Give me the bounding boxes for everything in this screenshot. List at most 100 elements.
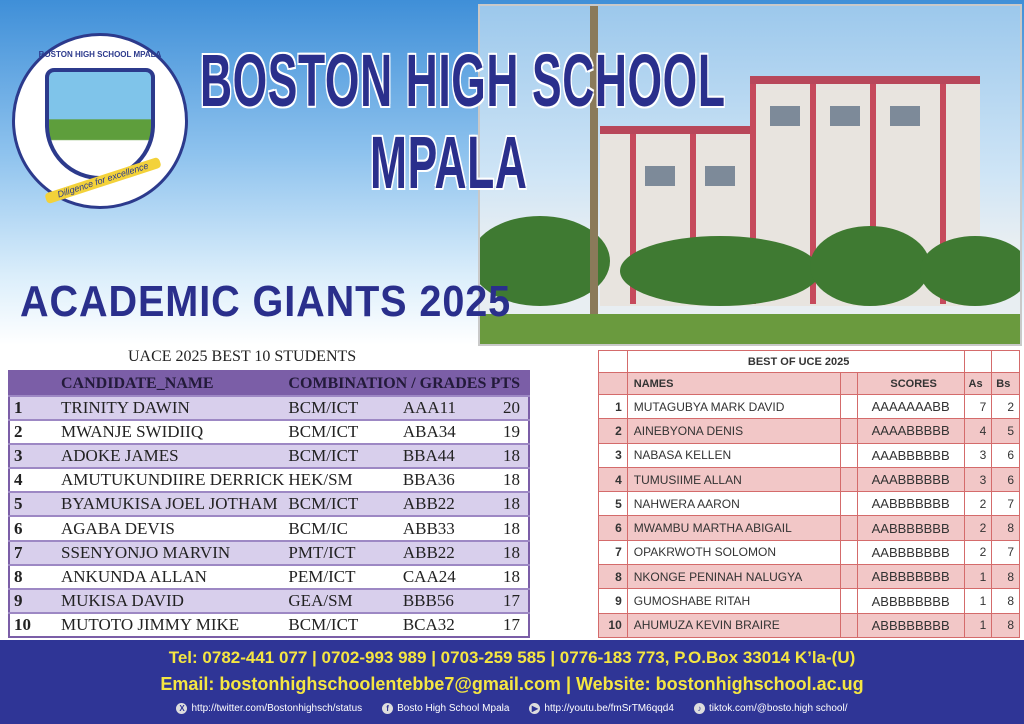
rank-cell: 1 bbox=[598, 393, 628, 420]
name-cell: MUTAGUBYA MARK DAVID bbox=[626, 393, 842, 420]
grades-cell: BBA44 bbox=[402, 443, 490, 469]
uce-results-table: BEST OF UCE 2025 NAMES SCORES As Bs 1 MUT… bbox=[598, 350, 1020, 638]
pts-cell: 19 bbox=[489, 419, 529, 445]
as-count-cell: 1 bbox=[963, 588, 993, 614]
combination-cell: HEK/SM bbox=[288, 467, 403, 493]
grades-cell: ABB22 bbox=[402, 491, 490, 517]
name-cell: AHUMUZA KEVIN BRAIRE bbox=[626, 612, 842, 638]
blank-cell bbox=[991, 350, 1020, 373]
pts-cell: 18 bbox=[489, 563, 529, 589]
youtube-icon: ▶ bbox=[529, 703, 541, 714]
contact-footer: Tel: 0782-441 077 | 0702-993 989 | 0703-… bbox=[0, 640, 1024, 724]
scores-cell: AAAAAAABB bbox=[856, 393, 965, 420]
grades-cell: ABB22 bbox=[402, 539, 490, 565]
rank-cell: 6 bbox=[9, 515, 61, 541]
bs-count-cell: 8 bbox=[991, 515, 1020, 541]
scores-cell: AAAABBBBB bbox=[856, 418, 965, 444]
as-count-cell: 1 bbox=[963, 612, 993, 638]
social-link[interactable]: ▶ http://youtu.be/fmSrTM6qqd4 bbox=[529, 702, 674, 716]
pts-cell: 18 bbox=[489, 443, 529, 469]
logo-text: BOSTON HIGH SCHOOL MPALA bbox=[38, 50, 162, 59]
table-row: 7 OPAKRWOTH SOLOMON AABBBBBBB 2 7 bbox=[598, 539, 1020, 566]
rank-cell: 6 bbox=[598, 515, 628, 541]
grades-cell: ABA34 bbox=[402, 419, 490, 445]
blank-cell bbox=[840, 418, 858, 444]
bs-count-cell: 8 bbox=[991, 588, 1020, 614]
name-cell: NKONGE PENINAH NALUGYA bbox=[626, 564, 842, 590]
bs-count-cell: 2 bbox=[991, 393, 1020, 420]
blank-cell bbox=[840, 612, 858, 638]
table-row: 1 TRINITY DAWIN BCM/ICT AAA11 20 bbox=[9, 394, 529, 421]
table-row: 4 AMUTUKUNDIIRE DERRICK HEK/SM BBA36 18 bbox=[9, 467, 529, 493]
combination-cell: BCM/ICT bbox=[288, 443, 403, 469]
pts-cell: 18 bbox=[489, 467, 529, 493]
table-row: 8 NKONGE PENINAH NALUGYA ABBBBBBBB 1 8 bbox=[598, 564, 1020, 590]
rank-cell: 2 bbox=[598, 418, 628, 444]
facebook-icon: f bbox=[382, 703, 394, 714]
rank-cell: 10 bbox=[9, 611, 61, 637]
table-row: 10 AHUMUZA KEVIN BRAIRE ABBBBBBBB 1 8 bbox=[598, 612, 1020, 638]
blank-cell bbox=[598, 350, 628, 373]
social-link[interactable]: f Bosto High School Mpala bbox=[382, 702, 509, 716]
table-row: 9 MUKISA DAVID GEA/SM BBB56 17 bbox=[9, 587, 529, 613]
grades-cell: BBA36 bbox=[402, 467, 490, 493]
blank-cell bbox=[840, 393, 858, 420]
scores-cell: AAABBBBBB bbox=[856, 466, 965, 493]
name-cell: AGABA DEVIS bbox=[61, 515, 289, 541]
tiktok-icon: ♪ bbox=[693, 703, 705, 714]
phone-address: Tel: 0782-441 077 | 0702-993 989 | 0703-… bbox=[168, 648, 856, 667]
social-link-text: tiktok.com/@bosto.high school/ bbox=[708, 703, 848, 714]
name-cell: MWANJE SWIDIIQ bbox=[61, 419, 289, 445]
pts-cell: 20 bbox=[489, 394, 529, 421]
pts-cell: 18 bbox=[489, 491, 529, 517]
scores-cell: ABBBBBBBB bbox=[856, 588, 965, 614]
table-row: 9 GUMOSHABE RITAH ABBBBBBBB 1 8 bbox=[598, 588, 1020, 614]
scores-cell: AABBBBBBB bbox=[856, 491, 965, 517]
social-link-text: Bosto High School Mpala bbox=[397, 703, 510, 714]
col-bs: Bs bbox=[991, 372, 1020, 395]
name-cell: BYAMUKISA JOEL JOTHAM bbox=[61, 491, 289, 517]
col-candidate-name: CANDIDATE_NAME bbox=[61, 371, 289, 396]
scores-cell: AABBBBBBB bbox=[856, 515, 965, 541]
col-combination-grades: COMBINATION / GRADES bbox=[288, 371, 490, 396]
name-cell: TRINITY DAWIN bbox=[61, 394, 289, 421]
combination-cell: PMT/ICT bbox=[288, 539, 403, 565]
name-cell: AINEBYONA DENIS bbox=[626, 418, 842, 444]
name-cell: AMUTUKUNDIIRE DERRICK bbox=[61, 467, 289, 493]
blank-cell bbox=[840, 564, 858, 590]
name-cell: MWAMBU MARTHA ABIGAIL bbox=[626, 515, 842, 541]
rank-cell: 5 bbox=[9, 491, 61, 517]
school-building-photo bbox=[478, 4, 1022, 346]
as-count-cell: 3 bbox=[963, 466, 993, 493]
table-row: 3 ADOKE JAMES BCM/ICT BBA44 18 bbox=[9, 443, 529, 469]
scores-cell: ABBBBBBBB bbox=[856, 564, 965, 590]
shield-emblem-icon bbox=[45, 68, 155, 180]
bs-count-cell: 6 bbox=[991, 442, 1020, 468]
rank-cell: 1 bbox=[9, 394, 61, 421]
social-link[interactable]: ♪ tiktok.com/@bosto.high school/ bbox=[693, 702, 848, 716]
as-count-cell: 2 bbox=[963, 515, 993, 541]
col-rank bbox=[598, 372, 628, 395]
table-row: 6 AGABA DEVIS BCM/IC ABB33 18 bbox=[9, 515, 529, 541]
as-count-cell: 2 bbox=[963, 539, 993, 566]
name-cell: MUKISA DAVID bbox=[61, 587, 289, 613]
name-cell: MUTOTO JIMMY MIKE bbox=[61, 611, 289, 637]
col-names: NAMES bbox=[626, 372, 842, 395]
table-row: 5 BYAMUKISA JOEL JOTHAM BCM/ICT ABB22 18 bbox=[9, 491, 529, 517]
combination-cell: PEM/ICT bbox=[288, 563, 403, 589]
pts-cell: 18 bbox=[489, 515, 529, 541]
table-row: 2 AINEBYONA DENIS AAAABBBBB 4 5 bbox=[598, 418, 1020, 444]
page-subtitle: ACADEMIC GIANTS 2025 bbox=[20, 277, 512, 326]
grades-cell: CAA24 bbox=[402, 563, 490, 589]
rank-cell: 3 bbox=[598, 442, 628, 468]
rank-cell: 9 bbox=[9, 587, 61, 613]
scores-cell: AAABBBBBB bbox=[856, 442, 965, 468]
blank-cell bbox=[840, 442, 858, 468]
table-row: 8 ANKUNDA ALLAN PEM/ICT CAA24 18 bbox=[9, 563, 529, 589]
name-cell: ANKUNDA ALLAN bbox=[61, 563, 289, 589]
table-row: 10 MUTOTO JIMMY MIKE BCM/ICT BCA32 17 bbox=[9, 611, 529, 637]
grades-cell: AAA11 bbox=[402, 394, 490, 421]
email-website: Email: bostonhighschoolentebbe7@gmail.co… bbox=[160, 674, 864, 694]
